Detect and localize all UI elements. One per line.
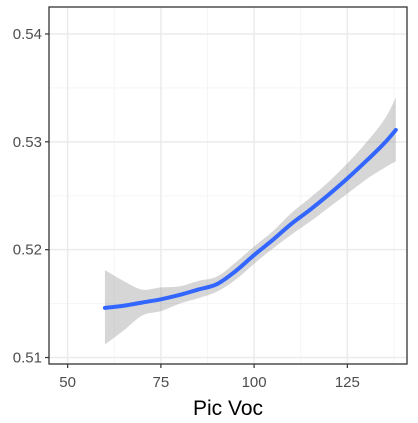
major-gridlines: [49, 7, 407, 364]
y-tick-label: 0.53: [13, 134, 42, 151]
x-axis: 50 75 100 125: [59, 364, 360, 391]
y-tick-label: 0.52: [13, 242, 42, 259]
y-tick-label: 0.54: [13, 26, 42, 43]
y-axis: 0.51 0.52 0.53 0.54: [13, 26, 49, 367]
y-tick-label: 0.51: [13, 350, 42, 367]
x-axis-title: Pic Voc: [193, 397, 263, 420]
x-tick-label: 75: [153, 374, 170, 391]
smooth-line: [102, 127, 398, 310]
minor-gridlines: [49, 7, 407, 364]
confidence-ribbon: [104, 97, 396, 345]
x-tick-label: 50: [59, 374, 76, 391]
x-tick-label: 100: [242, 374, 267, 391]
panel-border: [48, 6, 408, 365]
x-tick-label: 125: [335, 374, 360, 391]
